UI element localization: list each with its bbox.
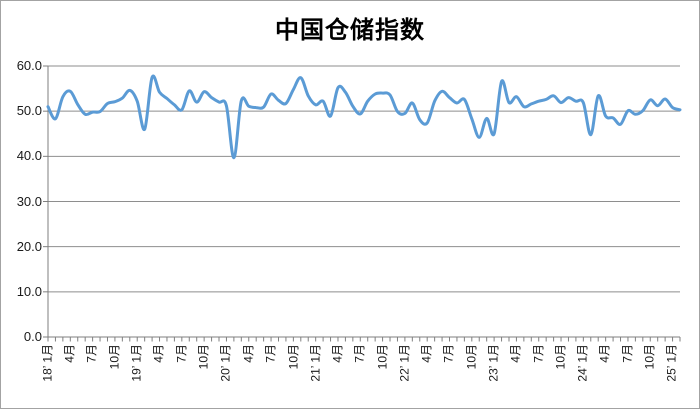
series-line [46,74,682,160]
y-axis-label: 30.0 [16,193,42,209]
chart-title: 中国仓储指数 [275,17,425,44]
y-axis-label: 50.0 [16,103,42,119]
y-axis-label: 40.0 [16,148,42,164]
y-axis-label: 0.0 [23,329,42,344]
y-axis-label: 60.0 [16,58,42,73]
y-axis-label: 20.0 [16,238,42,254]
y-axis-label: 10.0 [16,283,42,299]
